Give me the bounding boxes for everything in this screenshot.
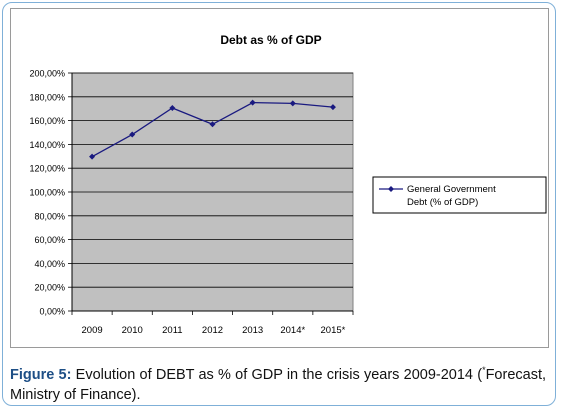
y-tick-label: 160,00% bbox=[29, 116, 65, 126]
data-point bbox=[209, 121, 216, 128]
data-point bbox=[89, 153, 96, 160]
y-tick-label: 40,00% bbox=[34, 259, 65, 269]
x-tick-label: 2010 bbox=[122, 325, 143, 336]
chart-container: Debt as % of GDP 0,00% 20,00% 40,00% 60,00% 8… bbox=[10, 8, 549, 348]
x-tick-label: 2013 bbox=[242, 325, 263, 336]
legend-label: General Government Debt (% of GDP) bbox=[407, 184, 496, 208]
line-chart: Debt as % of GDP 0,00% 20,00% 40,00% 60,00% 8… bbox=[29, 33, 547, 336]
y-tick-label: 140,00% bbox=[29, 140, 65, 150]
y-tick-label: 200,00% bbox=[29, 69, 65, 79]
data-point bbox=[169, 104, 176, 111]
data-point bbox=[289, 100, 296, 107]
y-tick-label: 60,00% bbox=[34, 235, 65, 245]
x-tick-label: 2012 bbox=[202, 325, 223, 336]
x-tick-label: 2014* bbox=[280, 325, 305, 336]
y-tick-label: 80,00% bbox=[34, 211, 65, 221]
y-tick-label: 100,00% bbox=[29, 188, 65, 198]
x-tick-label: 2011 bbox=[162, 325, 182, 336]
x-tick-label: 2015* bbox=[321, 325, 346, 336]
y-tick-label: 0,00% bbox=[39, 307, 65, 317]
y-tick-label: 120,00% bbox=[29, 164, 65, 174]
y-tick-label: 20,00% bbox=[34, 283, 65, 293]
figure-caption: Figure 5: Evolution of DEBT as % of GDP … bbox=[10, 360, 546, 405]
chart-title: Debt as % of GDP bbox=[220, 33, 321, 47]
caption-text-1: Evolution of DEBT as % of GDP in the cri… bbox=[71, 366, 483, 383]
y-tick-label: 180,00% bbox=[29, 92, 65, 102]
data-point bbox=[249, 99, 256, 106]
caption-asterisk: * bbox=[482, 365, 486, 375]
data-point bbox=[329, 104, 336, 111]
legend-box bbox=[372, 176, 547, 214]
figure-label: Figure 5: bbox=[10, 366, 72, 383]
legend-marker bbox=[388, 186, 394, 192]
caption-text-2: Forecast, Ministry of Finance). bbox=[10, 366, 547, 403]
x-tick-label: 2009 bbox=[82, 325, 103, 336]
data-point bbox=[129, 131, 136, 138]
